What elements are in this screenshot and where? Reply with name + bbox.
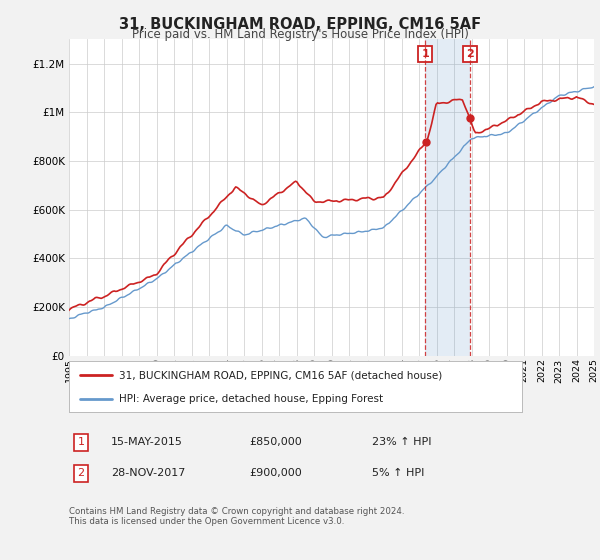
Text: 1: 1 (77, 437, 85, 447)
Bar (425, 39, 470, 356)
Text: 5% ↑ HPI: 5% ↑ HPI (372, 468, 424, 478)
Text: £850,000: £850,000 (249, 437, 302, 447)
Text: 31, BUCKINGHAM ROAD, EPPING, CM16 5AF (detached house): 31, BUCKINGHAM ROAD, EPPING, CM16 5AF (d… (119, 370, 442, 380)
Text: Contains HM Land Registry data © Crown copyright and database right 2024.
This d: Contains HM Land Registry data © Crown c… (69, 507, 404, 526)
Text: 31, BUCKINGHAM ROAD, EPPING, CM16 5AF: 31, BUCKINGHAM ROAD, EPPING, CM16 5AF (119, 17, 481, 32)
Text: £900,000: £900,000 (249, 468, 302, 478)
Text: 2: 2 (466, 49, 473, 59)
Text: 23% ↑ HPI: 23% ↑ HPI (372, 437, 431, 447)
Text: Price paid vs. HM Land Registry's House Price Index (HPI): Price paid vs. HM Land Registry's House … (131, 28, 469, 41)
Text: 15-MAY-2015: 15-MAY-2015 (111, 437, 183, 447)
Text: 2: 2 (77, 468, 85, 478)
Text: 1: 1 (422, 49, 430, 59)
Text: HPI: Average price, detached house, Epping Forest: HPI: Average price, detached house, Eppi… (119, 394, 383, 404)
Text: 28-NOV-2017: 28-NOV-2017 (111, 468, 185, 478)
